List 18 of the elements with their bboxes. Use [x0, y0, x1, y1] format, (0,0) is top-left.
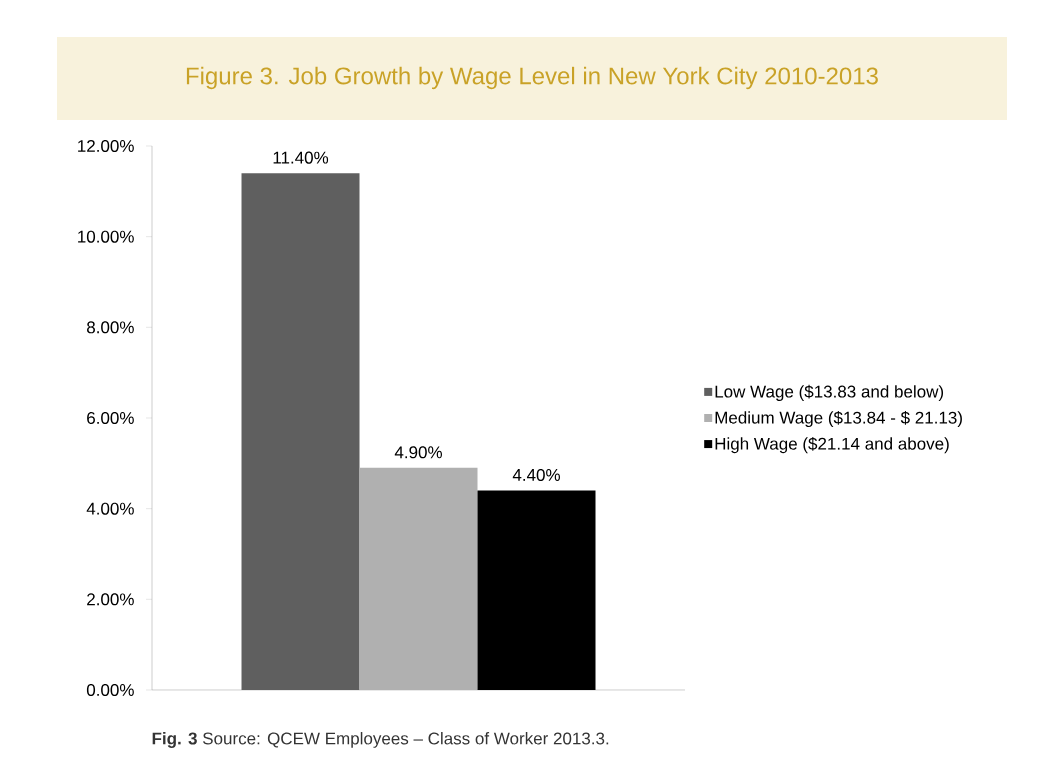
y-tick-label: 0.00%: [86, 683, 134, 697]
text: Fig. 3 Source: QCEW Employees – Class of Worker 2013.3.: [152, 732, 609, 748]
y-tick-label: 2.00%: [87, 593, 134, 606]
data-label: 4.40%: [512, 468, 560, 481]
y-tick-label: 8.00%: [87, 321, 134, 334]
bar: [359, 467, 478, 690]
legend-label: High Wage ($21.14 and above): [715, 437, 949, 454]
y-tick-label: 10.00%: [78, 230, 134, 243]
y-tick-label: 6.00%: [87, 411, 134, 425]
y-tick-label: 4.00%: [86, 502, 134, 515]
bar: [241, 173, 360, 690]
data-label: 4.90%: [394, 446, 442, 459]
chart-title: Figure 3. Job Growth by Wage Level in New York City 2010-2013: [186, 66, 878, 90]
legend-label: Low Wage ($13.83 and below): [715, 384, 944, 401]
legend-label: Medium Wage ($13.84 - $ 21.13): [715, 410, 962, 428]
data-label: 11.40%: [273, 151, 329, 164]
bar: [477, 490, 596, 690]
y-tick-label: 12.00%: [78, 139, 134, 153]
